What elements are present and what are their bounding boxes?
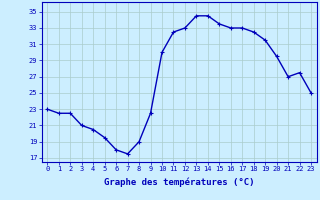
X-axis label: Graphe des températures (°C): Graphe des températures (°C): [104, 178, 254, 187]
